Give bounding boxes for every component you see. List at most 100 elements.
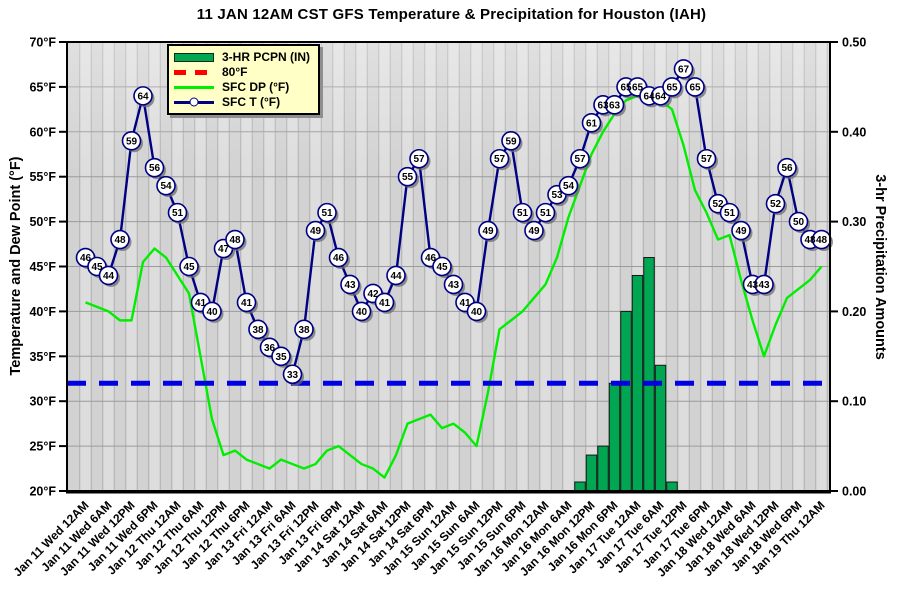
y-tick-label-left: 55°F	[29, 170, 56, 184]
navy-line-circle-swatch-icon	[174, 97, 214, 107]
temperature-markers: 4645444859645654514541404748413836353338…	[75, 59, 833, 386]
precip-bar	[643, 257, 655, 492]
temp-marker	[696, 148, 717, 169]
y-tick-label-right: 0.20	[842, 305, 866, 319]
temp-marker-label: 46	[425, 253, 437, 264]
temp-marker	[121, 130, 142, 151]
temp-marker-label: 45	[91, 262, 103, 273]
legend-label: SFC DP (°F)	[222, 80, 290, 94]
precip-bar	[608, 382, 621, 492]
temp-marker	[489, 148, 510, 169]
temp-marker	[271, 346, 291, 367]
temp-marker	[478, 220, 498, 241]
temp-marker	[777, 157, 797, 178]
temp-marker-label: 53	[551, 190, 563, 201]
temp-marker-label: 43	[758, 280, 770, 291]
temp-marker-label: 49	[482, 226, 494, 237]
precip-bar	[620, 310, 632, 492]
temp-marker-label: 42	[367, 289, 379, 300]
y-tick-label-left: 20°F	[29, 485, 56, 499]
plot-border	[66, 41, 831, 492]
temp-marker-label: 45	[183, 262, 195, 273]
temp-marker-label: 48	[114, 235, 126, 246]
temp-marker-label: 45	[436, 262, 448, 273]
temp-marker-label: 38	[252, 325, 264, 336]
temp-marker	[754, 274, 774, 295]
y-tick-label-left: 50°F	[29, 215, 56, 229]
temp-marker	[765, 193, 786, 214]
temp-marker	[167, 202, 188, 223]
temp-marker-label: 40	[471, 307, 483, 318]
temp-marker	[328, 247, 349, 268]
temp-marker-label: 64	[137, 91, 149, 102]
temp-marker-label: 64	[643, 91, 655, 102]
temp-marker	[443, 274, 464, 295]
temp-marker-label: 36	[264, 343, 276, 354]
temp-marker	[788, 211, 809, 232]
temp-marker-label: 44	[390, 271, 402, 282]
temp-marker-label: 56	[149, 163, 161, 174]
chart-title: 11 JAN 12AM CST GFS Temperature & Precip…	[196, 6, 707, 23]
temp-marker	[133, 86, 153, 106]
temp-marker	[524, 220, 544, 241]
axes: 70°F 65°F 60°F 55°F 50°F 45°F 40°F 35°F 30°F 25°F…	[11, 36, 867, 580]
temp-marker	[98, 265, 119, 286]
temp-marker-label: 38	[298, 325, 310, 336]
precip-bar-swatch-icon	[174, 52, 214, 62]
precip-bar	[574, 481, 586, 492]
y-tick-label-right: 0.30	[842, 215, 866, 229]
temp-marker	[225, 229, 245, 250]
temp-marker-label: 35	[275, 352, 287, 363]
y-tick-label-left: 60°F	[29, 125, 56, 139]
temp-marker-label: 41	[379, 298, 391, 309]
temp-marker	[432, 256, 452, 277]
temp-marker	[512, 202, 533, 223]
temp-marker	[731, 220, 751, 241]
temp-marker-label: 43	[747, 280, 759, 291]
legend-label: 80°F	[222, 65, 248, 79]
legend-item-pcpn: 3-HR PCPN (IN)	[174, 50, 310, 64]
temp-marker-label: 65	[620, 82, 632, 93]
temp-marker-label: 52	[770, 199, 782, 210]
legend-item-80f: 80°F	[174, 65, 310, 79]
temp-marker-label: 54	[160, 181, 172, 192]
temp-marker	[719, 202, 740, 223]
y-tick-label-left: 65°F	[29, 80, 56, 94]
temp-marker-label: 48	[229, 235, 241, 246]
temp-marker	[351, 301, 372, 322]
temp-marker	[144, 157, 165, 178]
temp-marker-label: 51	[517, 208, 529, 219]
temp-marker	[294, 319, 314, 340]
y-tick-label-right: 0.10	[842, 395, 866, 409]
temp-marker-label: 51	[321, 208, 333, 219]
y-tick-label-right: 0.40	[842, 125, 866, 139]
temp-marker-label: 49	[735, 226, 747, 237]
temp-marker-label: 65	[666, 82, 678, 93]
y-tick-label-left: 30°F	[29, 395, 56, 409]
y-tick-label-left: 70°F	[29, 36, 56, 50]
temp-marker-label: 52	[712, 199, 724, 210]
dewpoint-line	[85, 94, 823, 479]
temp-marker	[570, 148, 590, 169]
legend: 3-HR PCPN (IN) 80°F SFC DP (°F) SFC T (°…	[167, 44, 321, 115]
temp-marker-label: 41	[241, 298, 253, 309]
temp-marker	[156, 175, 176, 196]
temp-marker-label: 49	[528, 226, 540, 237]
temp-marker-label: 51	[724, 208, 736, 219]
legend-item-dewpoint: SFC DP (°F)	[174, 80, 310, 94]
temp-marker	[466, 301, 487, 322]
temp-marker-label: 59	[126, 136, 138, 147]
temp-marker	[409, 148, 429, 169]
temp-marker-label: 43	[448, 280, 460, 291]
temp-marker	[581, 113, 602, 133]
temp-marker-label: 41	[459, 298, 471, 309]
legend-label: 3-HR PCPN (IN)	[222, 50, 311, 64]
temp-marker	[397, 166, 418, 187]
temp-marker-label: 65	[689, 82, 701, 93]
temp-marker	[110, 229, 130, 250]
temp-marker-label: 40	[356, 307, 368, 318]
temp-marker	[248, 319, 268, 340]
precip-bar	[597, 445, 609, 492]
